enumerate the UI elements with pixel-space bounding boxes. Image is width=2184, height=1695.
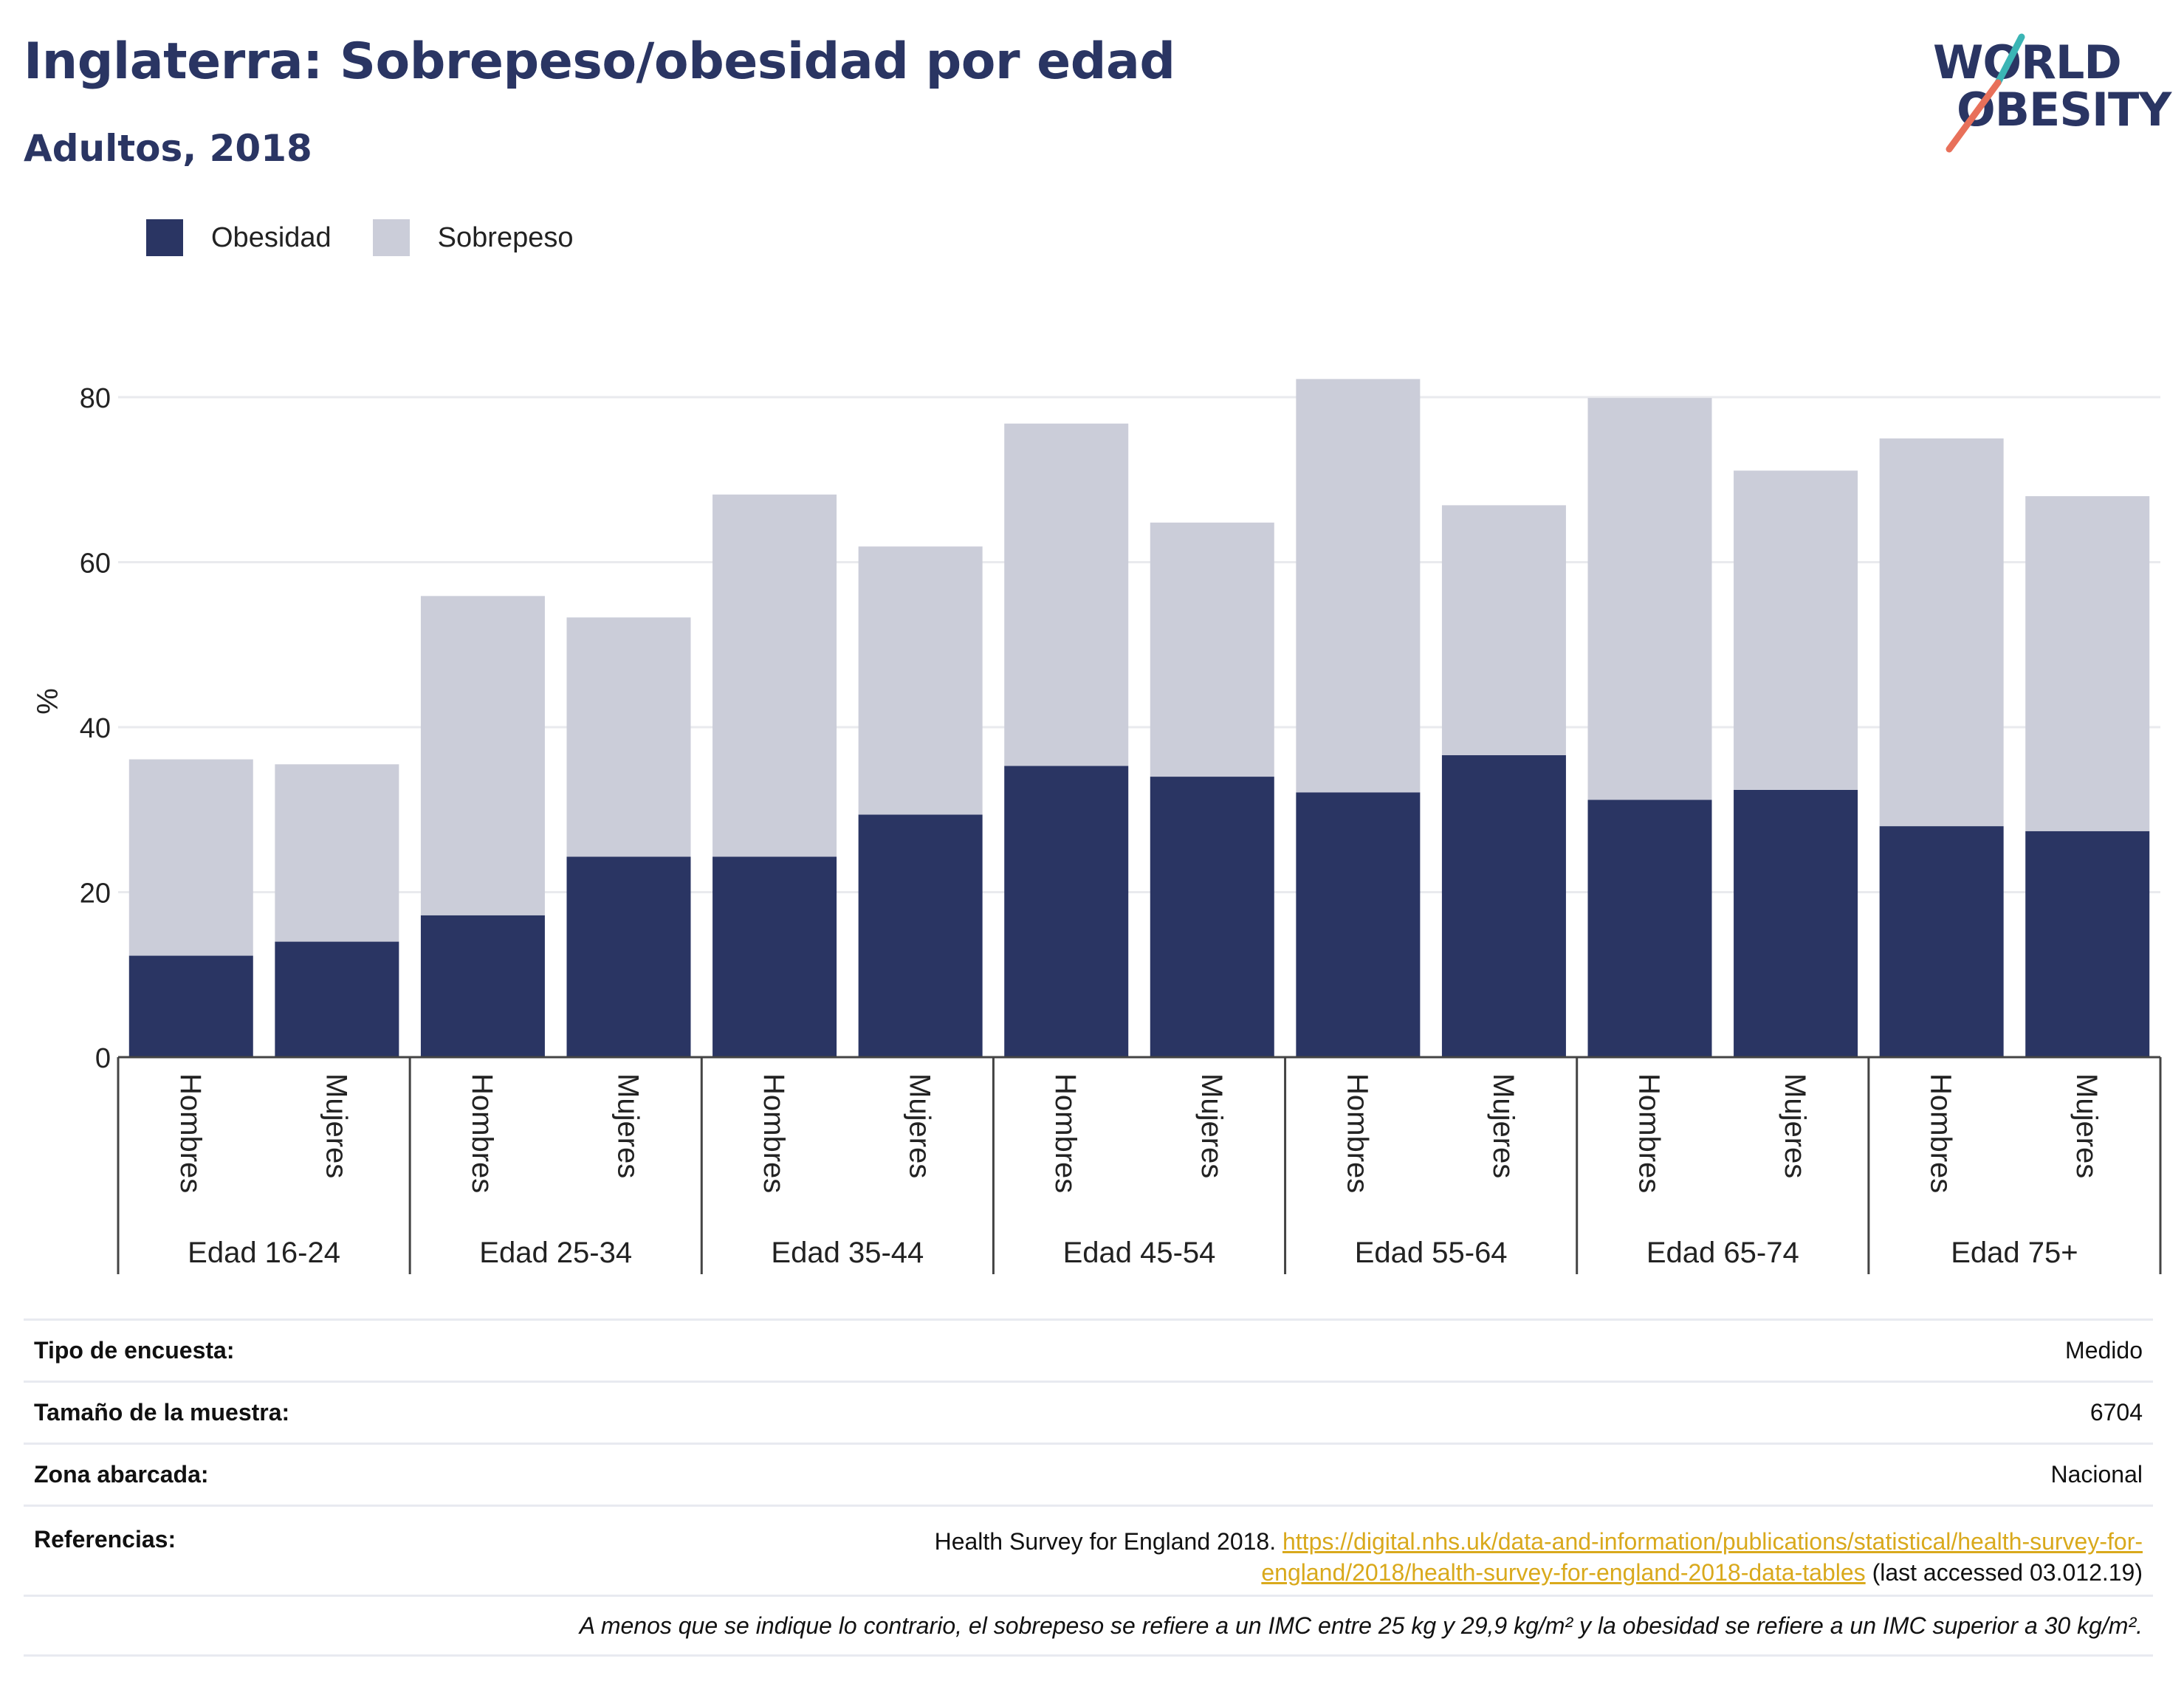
y-tick-label-40: 40 — [80, 713, 111, 744]
x-sublabel-13: Mujeres — [2070, 1073, 2103, 1178]
legend-label-overweight: Sobrepeso — [437, 221, 574, 253]
bar-sobrepeso-8 — [1296, 379, 1421, 793]
references-label: Referencias: — [34, 1526, 176, 1553]
x-group-label-4: Edad 55-64 — [1355, 1237, 1508, 1269]
bar-obesidad-0 — [128, 955, 253, 1057]
bar-sobrepeso-7 — [1150, 522, 1274, 777]
chart-legend: Obesidad Sobrepeso — [146, 219, 614, 257]
x-sublabel-9: Mujeres — [1487, 1073, 1519, 1178]
logo-slash-icon — [1946, 33, 2025, 153]
legend-label-obesity: Obesidad — [211, 221, 332, 253]
x-sublabel-2: Hombres — [466, 1073, 498, 1193]
bar-sobrepeso-0 — [128, 759, 253, 956]
sample-size-value: 6704 — [2089, 1399, 2143, 1426]
bar-obesidad-5 — [858, 814, 983, 1057]
legend-swatch-overweight — [372, 219, 410, 256]
y-tick-label-0: 0 — [95, 1043, 111, 1074]
bar-obesidad-7 — [1150, 777, 1274, 1057]
x-sublabel-6: Hombres — [1049, 1073, 1082, 1193]
bar-sobrepeso-10 — [1587, 398, 1712, 800]
bar-sobrepeso-6 — [1004, 423, 1129, 766]
info-row-sample-size: Tamaño de la muestra: 6704 — [24, 1381, 2153, 1443]
bar-obesidad-6 — [1004, 766, 1129, 1057]
x-sublabel-12: Hombres — [1925, 1073, 1957, 1193]
bar-obesidad-9 — [1441, 754, 1566, 1057]
bar-sobrepeso-11 — [1734, 470, 1858, 790]
bar-obesidad-13 — [2025, 831, 2150, 1057]
x-sublabel-4: Hombres — [758, 1073, 790, 1193]
info-row-note: A menos que se indique lo contrario, el … — [24, 1595, 2153, 1657]
y-tick-label-80: 80 — [80, 383, 111, 414]
x-sublabel-5: Mujeres — [904, 1073, 936, 1178]
bar-sobrepeso-13 — [2025, 496, 2150, 831]
x-sublabel-10: Hombres — [1633, 1073, 1666, 1193]
footnote: A menos que se indique lo contrario, el … — [579, 1612, 2143, 1639]
bar-sobrepeso-12 — [1879, 438, 2004, 827]
x-sublabel-11: Mujeres — [1779, 1073, 1811, 1178]
world-obesity-logo: WORLD OBESITY — [1927, 22, 2171, 155]
chart-subtitle: Adultos, 2018 — [24, 127, 312, 170]
references-value: Health Survey for England 2018. https://… — [935, 1526, 2143, 1588]
info-row-area: Zona abarcada: Nacional — [24, 1443, 2153, 1505]
y-tick-label-60: 60 — [80, 549, 111, 580]
area-label: Zona abarcada: — [34, 1461, 209, 1488]
bar-obesidad-10 — [1587, 800, 1712, 1057]
bar-obesidad-4 — [712, 856, 837, 1057]
bar-sobrepeso-3 — [566, 617, 691, 857]
sample-size-label: Tamaño de la muestra: — [34, 1399, 290, 1426]
bar-obesidad-11 — [1734, 789, 1858, 1057]
y-tick-label-20: 20 — [80, 879, 111, 910]
bar-obesidad-2 — [420, 915, 545, 1057]
bar-obesidad-3 — [566, 856, 691, 1057]
x-sublabel-0: Hombres — [174, 1073, 207, 1193]
bar-sobrepeso-4 — [712, 494, 837, 857]
x-sublabel-7: Mujeres — [1195, 1073, 1228, 1178]
x-group-label-5: Edad 65-74 — [1646, 1237, 1799, 1269]
references-link-part2[interactable]: england/2018/health-survey-for-england-2… — [1261, 1559, 1866, 1586]
logo-text-world: WORLD — [1933, 35, 2122, 89]
x-group-label-0: Edad 16-24 — [188, 1237, 340, 1269]
y-axis-label: % — [32, 688, 64, 715]
info-row-survey-type: Tipo de encuesta: Medido — [24, 1318, 2153, 1381]
references-link-part1[interactable]: https://digital.nhs.uk/data-and-informat… — [1282, 1528, 2143, 1555]
survey-type-value: Medido — [2065, 1337, 2143, 1364]
info-row-references: Referencias: Health Survey for England 2… — [24, 1505, 2153, 1595]
bar-sobrepeso-9 — [1441, 505, 1566, 755]
bar-sobrepeso-1 — [275, 764, 399, 942]
bar-sobrepeso-5 — [858, 546, 983, 815]
x-group-label-1: Edad 25-34 — [479, 1237, 632, 1269]
area-value: Nacional — [2050, 1461, 2143, 1488]
x-group-label-6: Edad 75+ — [1951, 1237, 2078, 1269]
survey-info-table: Tipo de encuesta: Medido Tamaño de la mu… — [24, 1318, 2153, 1657]
x-group-label-3: Edad 45-54 — [1063, 1237, 1216, 1269]
x-sublabel-8: Hombres — [1341, 1073, 1373, 1193]
references-suffix: (last accessed 03.012.19) — [1872, 1559, 2143, 1586]
bar-obesidad-12 — [1879, 826, 2004, 1057]
x-sublabel-1: Mujeres — [320, 1073, 352, 1178]
bar-chart: 0 20 40 60 80% Hombres Mujeres Hombres Mujeres Ho… — [32, 379, 2162, 1274]
bar-obesidad-1 — [275, 941, 399, 1057]
legend-item-overweight: Sobrepeso — [372, 219, 574, 256]
references-text: Health Survey for England 2018. — [934, 1528, 1277, 1555]
x-group-label-2: Edad 35-44 — [771, 1237, 924, 1269]
survey-type-label: Tipo de encuesta: — [34, 1337, 235, 1364]
legend-item-obesity: Obesidad — [146, 219, 332, 256]
x-sublabel-3: Mujeres — [612, 1073, 645, 1178]
legend-swatch-obesity — [146, 219, 183, 256]
bar-obesidad-8 — [1296, 792, 1421, 1057]
chart-title: Inglaterra: Sobrepeso/obesidad por edad — [24, 32, 1175, 91]
bar-sobrepeso-2 — [420, 596, 545, 915]
